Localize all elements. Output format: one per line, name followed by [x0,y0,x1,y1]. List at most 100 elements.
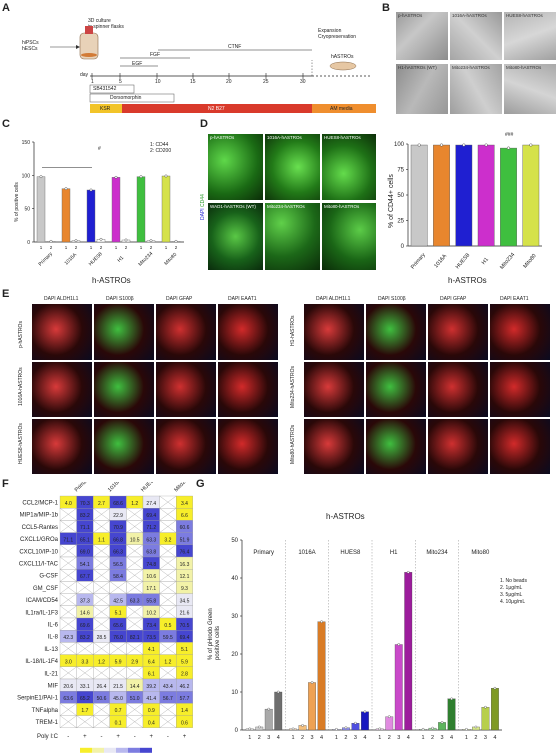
g-bar-HUES8-4 [361,711,369,731]
d-point-HUES8 [462,143,466,147]
f-value-0-1: 70.3 [80,501,90,507]
c-cat-label-HUES8: HUES8 [88,251,104,267]
media-am: AM media [330,106,353,112]
f-col-label-3: Mito234 [173,482,191,493]
f-row-label-8: ICAM/CD54 [26,598,59,604]
brightfield-mito80: Mito80-hASTROs [504,64,556,114]
g-sub-label-Mito234-1: 1 [422,735,425,741]
f-scale-swatch-5 [140,747,152,753]
g-point-1016A-1 [291,727,295,731]
e-img-right-r0-c2 [428,304,488,360]
f-cross-b-9-0 [59,605,77,619]
f-value-3-2: 1.1 [98,537,105,543]
g-point-Primary-3 [267,707,271,711]
c-sub-label-H1-1: 1 [115,245,118,250]
f-value-16-0: 63.6 [63,696,73,702]
source-label: hiPSCs hESCs [22,40,39,52]
e-row-r-1: Mito234-hASTROs [290,366,296,408]
g-point-H1-2 [387,715,391,718]
f-row-label-2: CCL5-Rantes [22,525,58,531]
c-cat-label-Primary: Primary [38,251,55,268]
f-cross-b-4-0 [59,544,77,558]
f-cross-b-2-4 [126,520,144,533]
f-value-17-7: 1.4 [181,708,188,714]
g-bar-Mito234-4 [447,698,456,731]
tick-10: 10 [155,79,161,85]
f-value-3-1: 65.1 [80,537,90,543]
g-point-1016A-4 [320,620,323,623]
f-cross-b-14-3 [109,666,127,680]
chart-c-xlabel: h-ASTROs [92,276,131,285]
f-value-0-4: 1.2 [131,501,138,507]
expansion-label: Expansion Cryopreservation [318,28,357,40]
f-cross-b-5-0 [59,556,77,570]
f-cross-b-10-2 [93,617,110,631]
inhibitor-dorso: Dorsomorphin [110,95,142,101]
c-ytick-label-2: 100 [22,173,31,179]
c-sub-label-Mito234-2: 2 [150,245,153,250]
g-point-Mito80-2 [474,725,478,729]
e-img-right-r2-c1 [366,419,426,474]
f-value-16-7: 57.7 [180,696,190,702]
g-point-1016A-3 [310,681,314,684]
e-img-left-r0-c3 [218,304,278,360]
c-cat-label-Mito80: Mito80 [163,252,178,267]
cd44-wad1: WAD1-hASTROs (WT) [208,203,263,270]
chart-c-sig: # [98,146,101,152]
f-value-11-7: 69.4 [180,635,190,641]
c-bar-H1-1 [111,177,121,243]
tick-20: 20 [226,79,232,85]
panel-d-cd44-images: p-hASTROs 1016A-hASTROs HUES8-hASTROs WA… [208,134,376,270]
e-img-right-r2-c3 [490,419,550,474]
c-point-1016A-1 [64,187,68,191]
f-value-8-1: 37.3 [80,598,90,604]
f-value-6-3: 58.4 [113,574,123,580]
chart-d-cd44: 0 25 50 75 100 Primary 1016A HUES8 H1 Mito234 Mito… [394,142,542,271]
e-row-l-1: 1016A-hASTROs [18,367,24,406]
cd44-mito234: Mito234-hASTROs [265,203,320,270]
f-value-10-1: 69.6 [80,623,90,629]
panel-label-c: C [2,118,10,130]
f-value-18-7: 0.6 [181,720,188,726]
f-cross-b-7-4 [126,581,144,594]
g-sub-label-1016A-4: 4 [320,735,323,741]
e-img-left-r0-c1 [94,304,154,360]
g-sub-label-Mito234-2: 2 [431,735,434,741]
f-polyic-4: - [134,734,136,740]
f-row-label-17: TNFalpha [32,708,59,714]
g-point-H1-3 [397,643,401,646]
c-bar-Mito234-1 [136,176,146,243]
f-value-4-5: 63.8 [146,550,156,556]
chart-g-legend: 1. No beads 2. 1μg/mL 3. 5μg/mL 4. 10μg/… [500,578,527,605]
f-cross-b-10-0 [59,617,77,631]
cd44-1016a: 1016A-hASTROs [265,134,320,200]
g-point-Mito234-2 [431,726,434,730]
heatmap-f-cytokines: Primary 1016A HUES8 Mito234 CCL2/MCP-1 4.0 70.… [17,482,193,753]
panel-label-g: G [196,478,205,490]
d-point-Primary [417,143,421,147]
g-point-HUES8-4 [363,710,367,714]
f-polyic-label: Poly I:C [37,734,59,740]
f-value-15-4: 14.4 [130,684,140,690]
d-point-1016A [440,143,444,147]
f-value-3-3: 66.8 [113,537,123,543]
f-cross-b-8-2 [93,593,110,606]
f-cross-b-4-6 [159,544,177,558]
culture-title: 3D culture in spinner flasks [88,18,124,30]
e-img-left-r2-c1 [94,419,154,474]
g-sub-label-Primary-4: 4 [277,735,280,741]
e-img-left-r1-c1 [94,362,154,417]
d-bar-1016A [433,144,450,247]
f-value-1-7: 6.6 [181,513,188,519]
f-polyic-0: - [67,734,69,740]
g-point-Mito234-1 [421,727,425,731]
f-value-0-3: 68.6 [113,501,123,507]
f-scale-swatch-0 [80,747,92,753]
f-cross-b-17-6 [159,703,177,716]
d-cat-label-H1: H1 [481,257,490,266]
f-value-17-5: 0.9 [148,708,155,714]
f-col-label-2: HUES8 [140,482,157,493]
f-cross-b-12-1 [76,642,94,655]
e-img-left-r2-c2 [156,419,216,474]
f-row-label-3: CXCL1/GROa [20,537,59,543]
